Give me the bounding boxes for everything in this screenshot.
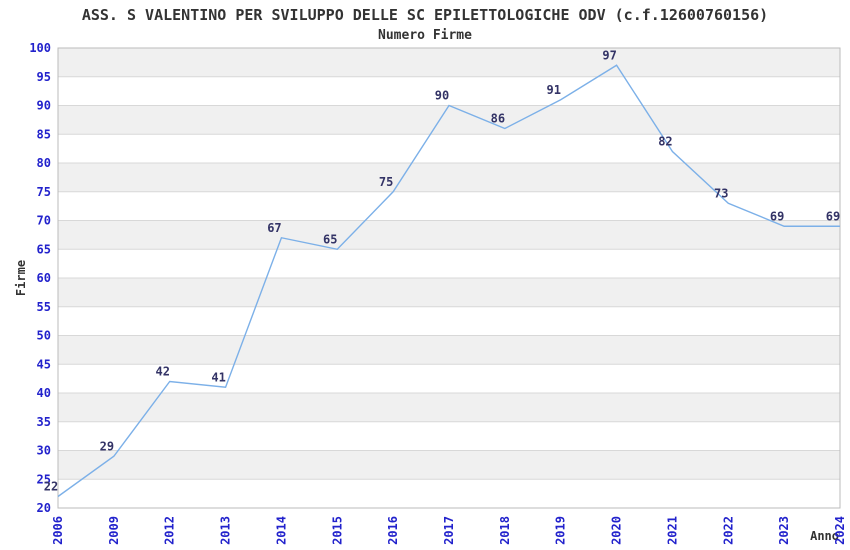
data-label: 69 <box>770 209 784 223</box>
x-tick-label: 2013 <box>219 516 233 545</box>
data-label: 67 <box>267 221 281 235</box>
y-tick-label: 20 <box>37 501 51 515</box>
y-tick-label: 85 <box>37 127 51 141</box>
y-tick-label: 30 <box>37 444 51 458</box>
x-tick-label: 2023 <box>777 516 791 545</box>
y-tick-label: 75 <box>37 185 51 199</box>
data-labels: 22 29 42 41 67 65 75 90 86 91 97 82 73 69 69 <box>44 48 840 493</box>
x-tick-label: 2024 <box>833 516 847 545</box>
plot-border <box>57 47 841 509</box>
y-tick-label: 25 <box>37 472 51 486</box>
data-label: 73 <box>714 186 728 200</box>
data-label: 69 <box>826 209 840 223</box>
x-tick-label: 2021 <box>665 516 679 545</box>
x-tick-labels: 2006 2009 2012 2013 2014 2015 2016 2017 2018 2019… <box>51 516 847 545</box>
x-tick-label: 2014 <box>274 516 288 545</box>
x-tick-label: 2009 <box>107 516 121 545</box>
data-label: 91 <box>546 83 560 97</box>
chart-subtitle: Numero Firme <box>378 28 472 43</box>
x-tick-label: 2015 <box>330 516 344 545</box>
y-tick-label: 60 <box>37 271 51 285</box>
y-tick-label: 45 <box>37 357 51 371</box>
x-tick-label: 2019 <box>554 516 568 545</box>
chart-title: ASS. S VALENTINO PER SVILUPPO DELLE SC E… <box>81 6 769 24</box>
series-line <box>57 64 840 498</box>
x-tick-label: 2017 <box>442 516 456 545</box>
data-label: 75 <box>379 175 393 189</box>
y-tick-labels: 20 25 30 35 40 45 50 55 60 65 70 75 80 85 90 95 100 <box>29 41 51 515</box>
y-tick-label: 90 <box>37 99 51 113</box>
y-tick-label: 50 <box>37 329 51 343</box>
y-tick-label: 70 <box>37 214 51 228</box>
y-tick-label: 95 <box>37 70 51 84</box>
data-label: 90 <box>435 89 449 103</box>
x-tick-label: 2020 <box>610 516 624 545</box>
data-label: 41 <box>211 370 225 384</box>
data-label: 86 <box>491 112 505 126</box>
x-axis-label: Anno <box>810 529 839 543</box>
data-label: 65 <box>323 232 337 246</box>
y-tick-label: 100 <box>29 41 51 55</box>
gridline-group <box>58 76 840 480</box>
y-tick-label: 65 <box>37 242 51 256</box>
x-tick-label: 2006 <box>51 516 65 545</box>
data-label: 42 <box>155 365 169 379</box>
y-tick-label: 55 <box>37 300 51 314</box>
data-label: 29 <box>100 439 114 453</box>
x-tick-label: 2016 <box>386 516 400 545</box>
x-tick-label: 2022 <box>721 516 735 545</box>
y-tick-label: 80 <box>37 156 51 170</box>
data-label: 82 <box>658 135 672 149</box>
data-label: 22 <box>44 480 58 494</box>
x-tick-label: 2018 <box>498 516 512 545</box>
band-group <box>58 48 840 480</box>
y-tick-label: 40 <box>37 386 51 400</box>
data-label: 97 <box>602 48 616 62</box>
x-tick-label: 2012 <box>163 516 177 545</box>
y-tick-label: 35 <box>37 415 51 429</box>
